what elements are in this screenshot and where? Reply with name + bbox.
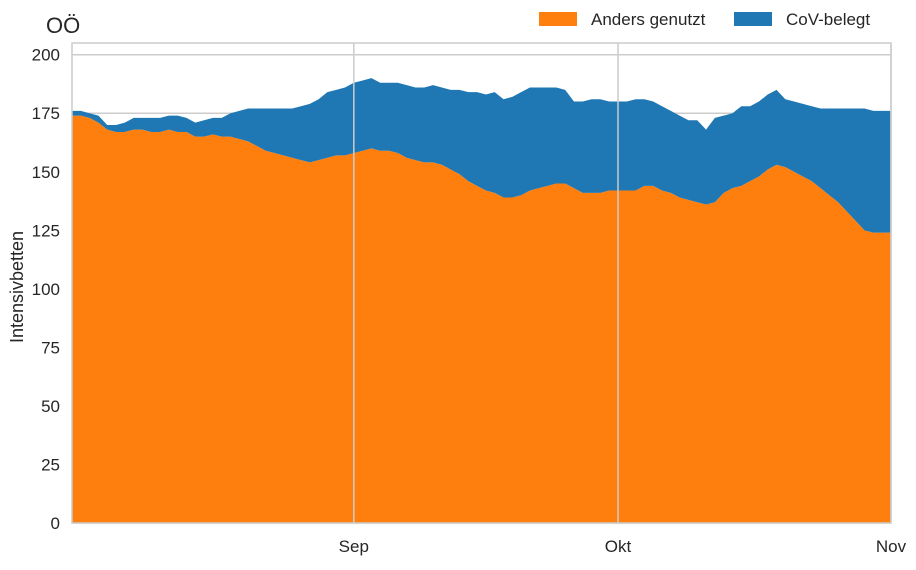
y-axis-ticks: 0 25 50 75 100 125 150 175 200 xyxy=(32,46,60,533)
area-cov-belegt xyxy=(72,78,891,233)
chart-title: OÖ xyxy=(46,13,80,38)
area-series xyxy=(72,78,891,523)
x-axis-ticks: Sep Okt Nov xyxy=(339,537,907,556)
x-tick-label: Nov xyxy=(876,537,907,556)
y-tick-label: 150 xyxy=(32,163,60,182)
y-tick-label: 125 xyxy=(32,221,60,240)
legend-swatch xyxy=(539,12,577,26)
y-tick-label: 175 xyxy=(32,104,60,123)
legend-label: Anders genutzt xyxy=(591,10,706,29)
y-tick-label: 75 xyxy=(41,338,60,357)
y-tick-label: 200 xyxy=(32,46,60,65)
legend: Anders genutzt CoV-belegt xyxy=(539,10,870,29)
legend-label: CoV-belegt xyxy=(786,10,870,29)
x-tick-label: Okt xyxy=(605,537,632,556)
y-tick-label: 25 xyxy=(41,455,60,474)
area-anders-genutzt xyxy=(72,115,891,523)
y-tick-label: 50 xyxy=(41,397,60,416)
y-axis-label: Intensivbetten xyxy=(7,231,27,343)
plot-frame xyxy=(71,42,892,524)
x-tick-label: Sep xyxy=(339,537,369,556)
legend-swatch xyxy=(734,12,772,26)
y-tick-label: 0 xyxy=(51,514,60,533)
y-tick-label: 100 xyxy=(32,280,60,299)
